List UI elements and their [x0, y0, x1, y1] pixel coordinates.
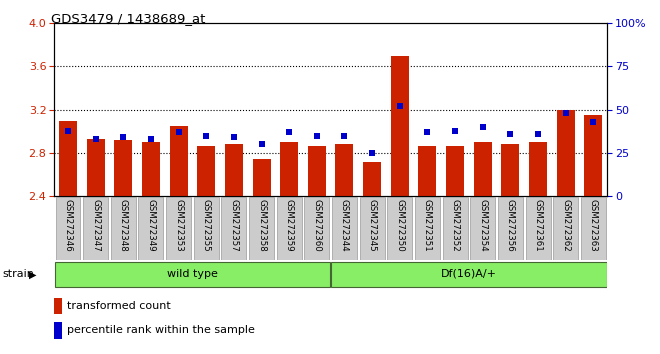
Point: [422, 130, 433, 135]
FancyBboxPatch shape: [553, 197, 578, 259]
Text: GSM272355: GSM272355: [202, 199, 211, 252]
FancyBboxPatch shape: [443, 197, 467, 259]
FancyBboxPatch shape: [498, 197, 523, 259]
Point: [174, 130, 184, 135]
Text: GSM272353: GSM272353: [174, 199, 183, 252]
Text: ▶: ▶: [29, 269, 36, 279]
Text: GSM272351: GSM272351: [423, 199, 432, 252]
Point: [284, 130, 294, 135]
FancyBboxPatch shape: [139, 197, 164, 259]
Point: [90, 136, 101, 142]
Point: [118, 135, 129, 140]
Text: GSM272357: GSM272357: [230, 199, 238, 252]
Text: percentile rank within the sample: percentile rank within the sample: [67, 325, 255, 336]
FancyBboxPatch shape: [525, 197, 550, 259]
FancyBboxPatch shape: [166, 197, 191, 259]
Text: GSM272346: GSM272346: [63, 199, 73, 252]
FancyBboxPatch shape: [331, 262, 607, 287]
Bar: [557, 110, 575, 196]
Bar: [197, 145, 215, 196]
Text: GSM272358: GSM272358: [257, 199, 266, 252]
Text: GSM272360: GSM272360: [312, 199, 321, 252]
Point: [339, 133, 350, 138]
Text: GSM272345: GSM272345: [368, 199, 377, 252]
FancyBboxPatch shape: [471, 197, 495, 259]
FancyBboxPatch shape: [83, 197, 108, 259]
Point: [312, 133, 322, 138]
Point: [146, 136, 156, 142]
Bar: [584, 115, 603, 196]
Point: [560, 110, 571, 116]
Bar: [474, 142, 492, 196]
FancyBboxPatch shape: [332, 197, 357, 259]
Bar: [335, 144, 354, 196]
Bar: [86, 139, 104, 196]
Bar: [502, 144, 519, 196]
Text: GSM272348: GSM272348: [119, 199, 128, 252]
FancyBboxPatch shape: [304, 197, 329, 259]
Text: GSM272349: GSM272349: [147, 199, 155, 252]
Bar: [225, 144, 243, 196]
FancyBboxPatch shape: [55, 262, 330, 287]
FancyBboxPatch shape: [111, 197, 136, 259]
FancyBboxPatch shape: [387, 197, 412, 259]
FancyBboxPatch shape: [415, 197, 440, 259]
Point: [201, 133, 211, 138]
Bar: [170, 126, 187, 196]
Text: GSM272361: GSM272361: [533, 199, 543, 252]
FancyBboxPatch shape: [249, 197, 274, 259]
Bar: [418, 145, 436, 196]
Bar: [446, 145, 464, 196]
Point: [228, 135, 239, 140]
Text: GSM272356: GSM272356: [506, 199, 515, 252]
Bar: [114, 140, 132, 196]
Bar: [308, 145, 326, 196]
FancyBboxPatch shape: [194, 197, 218, 259]
Bar: [529, 142, 547, 196]
Text: GSM272362: GSM272362: [561, 199, 570, 252]
Text: transformed count: transformed count: [67, 301, 171, 311]
Text: wild type: wild type: [167, 269, 218, 279]
Bar: [280, 142, 298, 196]
Text: GSM272359: GSM272359: [284, 199, 294, 252]
Bar: [363, 162, 381, 196]
Point: [63, 128, 73, 133]
Text: GSM272354: GSM272354: [478, 199, 487, 252]
Point: [395, 103, 405, 109]
Point: [505, 131, 515, 137]
FancyBboxPatch shape: [581, 197, 606, 259]
Bar: [142, 142, 160, 196]
Text: GSM272363: GSM272363: [589, 199, 598, 252]
Bar: [54, 322, 62, 339]
Bar: [391, 56, 409, 196]
Text: Df(16)A/+: Df(16)A/+: [441, 269, 497, 279]
FancyBboxPatch shape: [360, 197, 385, 259]
Text: GSM272350: GSM272350: [395, 199, 405, 252]
FancyBboxPatch shape: [277, 197, 302, 259]
Text: GSM272352: GSM272352: [451, 199, 459, 252]
Text: GSM272344: GSM272344: [340, 199, 349, 252]
FancyBboxPatch shape: [55, 197, 81, 259]
Text: GDS3479 / 1438689_at: GDS3479 / 1438689_at: [51, 12, 205, 25]
Bar: [253, 159, 271, 196]
FancyBboxPatch shape: [221, 197, 246, 259]
Bar: [54, 297, 62, 314]
Point: [588, 119, 599, 125]
Point: [533, 131, 543, 137]
Point: [477, 124, 488, 130]
Text: GSM272347: GSM272347: [91, 199, 100, 252]
Point: [256, 142, 267, 147]
Bar: [59, 121, 77, 196]
Point: [367, 150, 378, 156]
Point: [450, 128, 461, 133]
Text: strain: strain: [2, 269, 34, 279]
